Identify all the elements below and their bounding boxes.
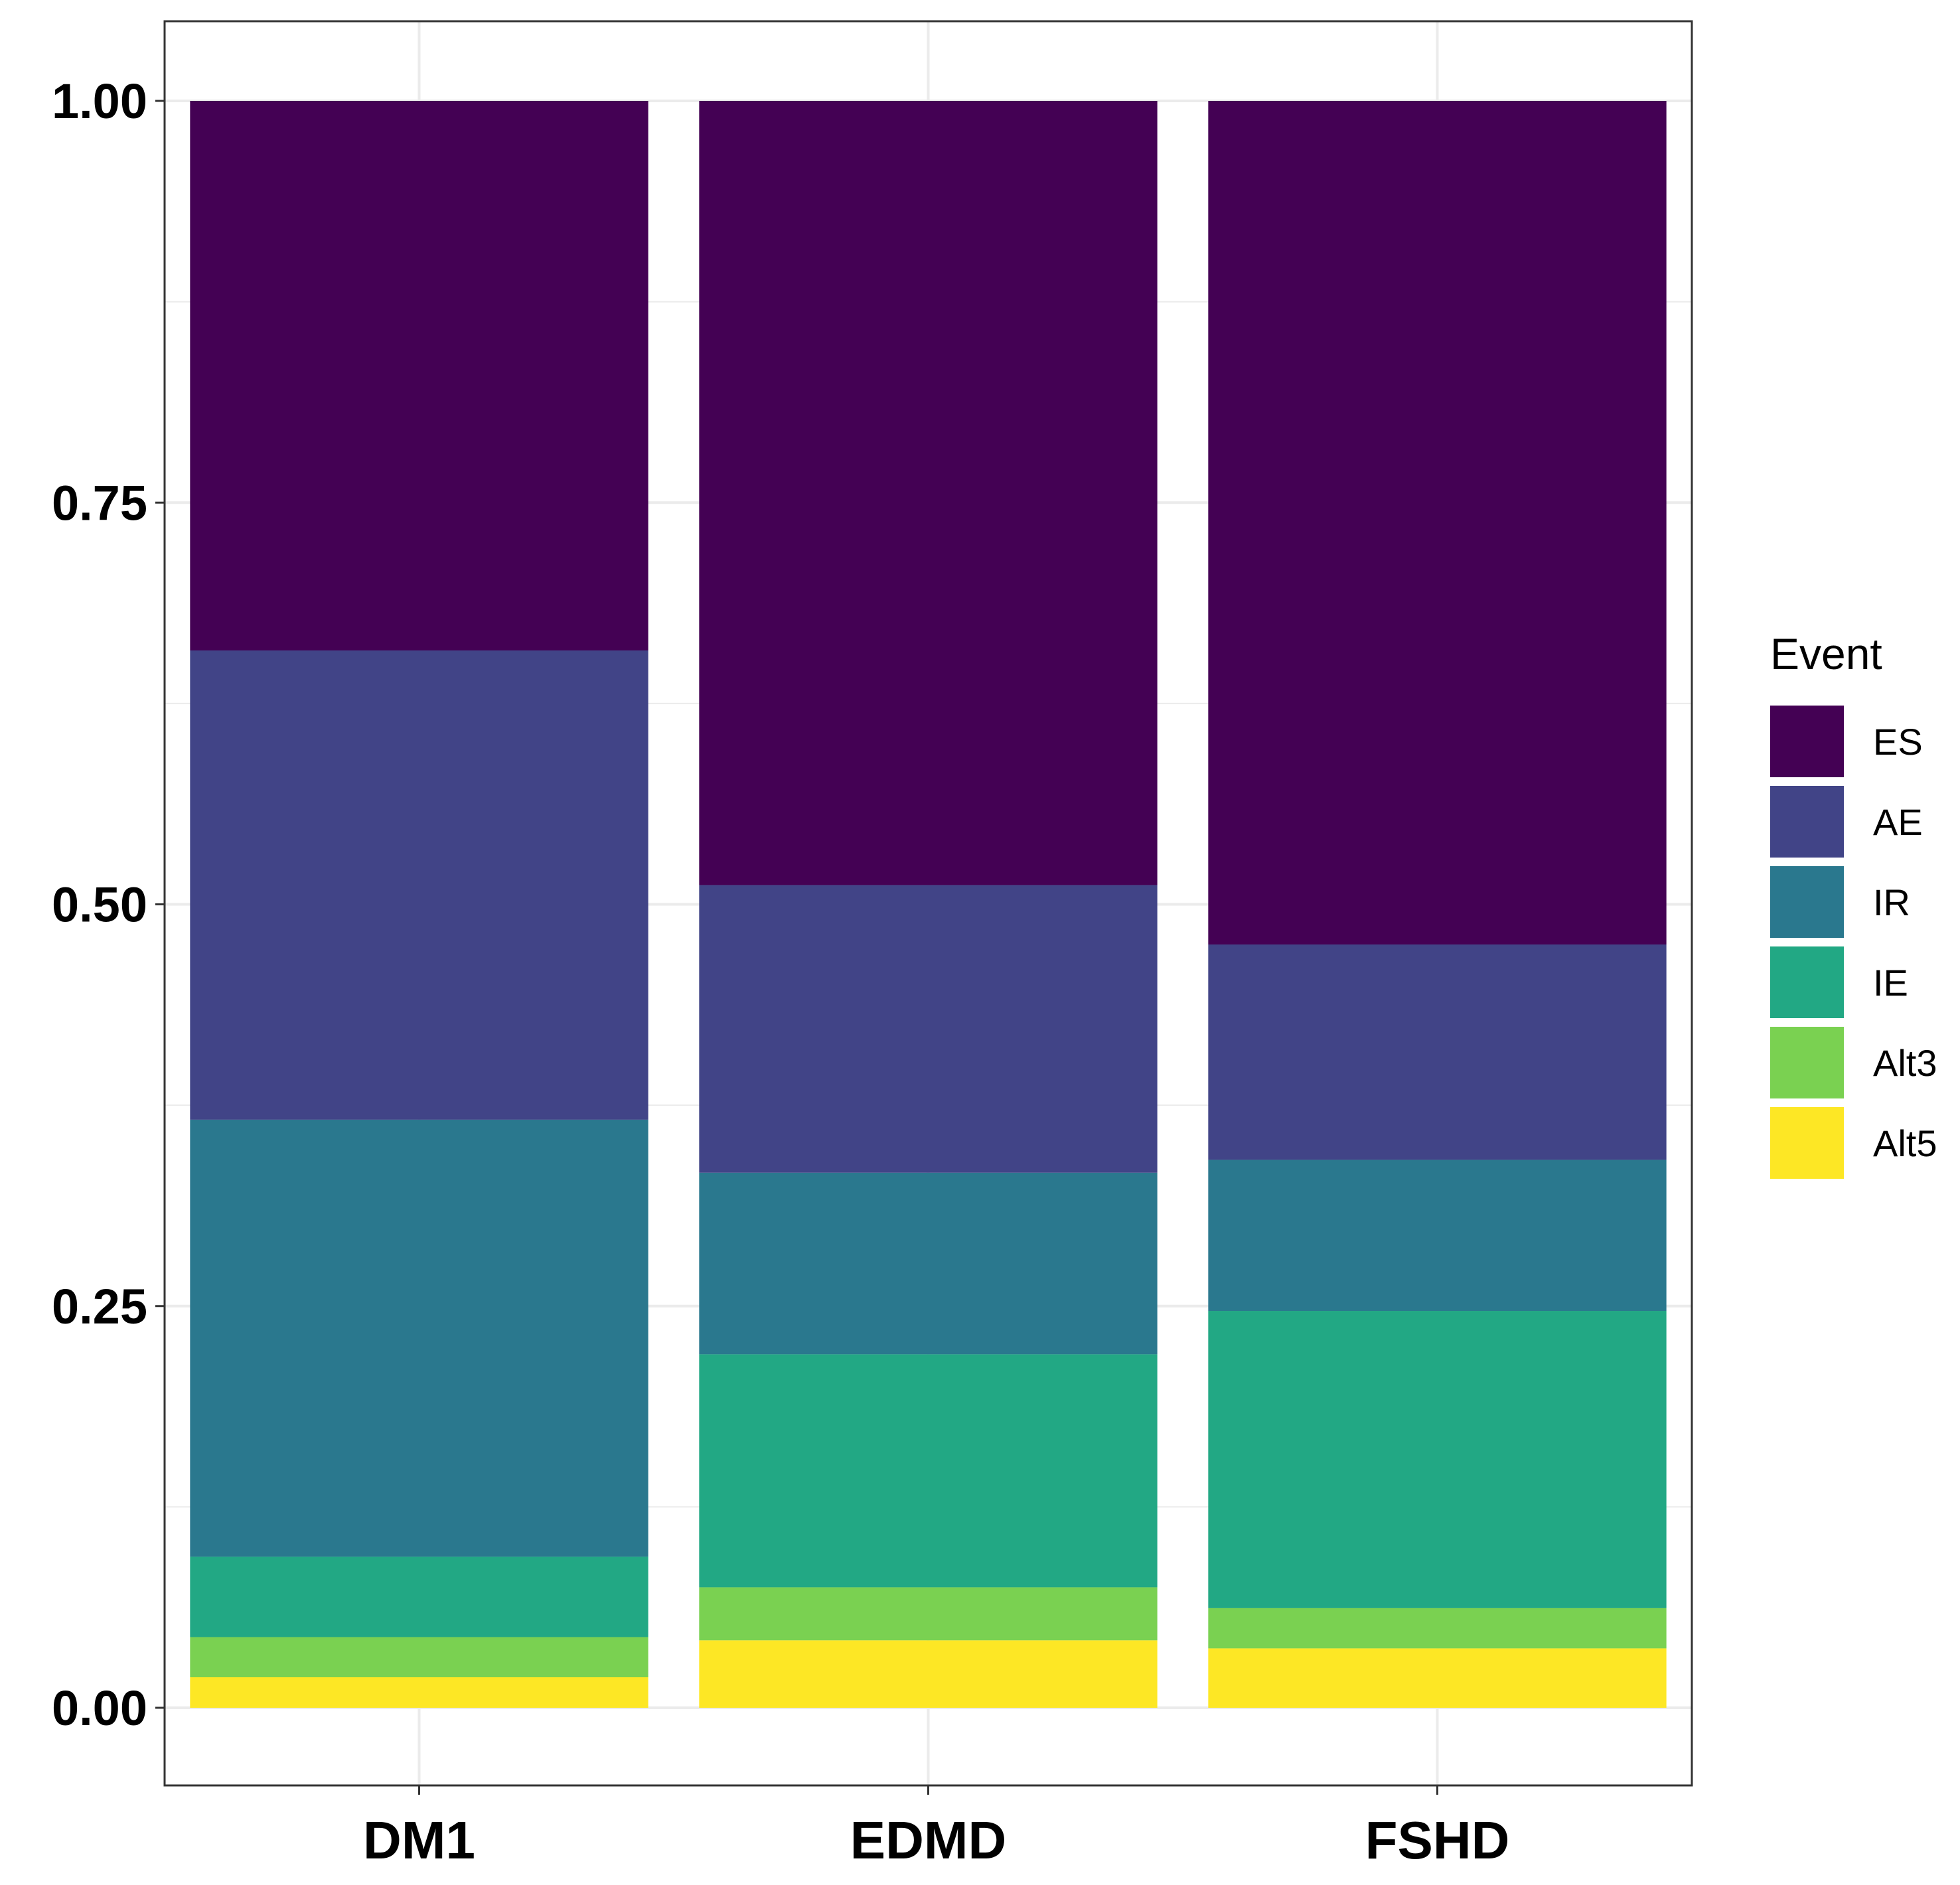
x-tick-label: DM1 [363,1811,475,1870]
y-tick-label: 0.50 [52,877,147,933]
legend-key-alt5 [1770,1107,1844,1179]
x-axis: DM1 EDMD FSHD [363,1785,1509,1870]
bar-segment-ie-fshd [1208,1311,1667,1608]
legend-label: IE [1873,962,1908,1004]
bar-segment-ae-edmd [699,885,1158,1173]
legend-items: ES AE IR IE Alt3 Alt5 [1770,706,1937,1179]
legend-key-ir [1770,866,1844,938]
legend-item-ae: AE [1770,786,1923,858]
legend-key-ae [1770,786,1844,858]
legend-label: ES [1873,721,1923,763]
legend: Event ES AE IR IE Alt3 Alt5 [1770,629,1937,1179]
bar-segment-alt5-dm1 [190,1677,648,1708]
bar-segment-ir-dm1 [190,1119,648,1557]
legend-item-ie: IE [1770,946,1908,1018]
legend-label: IR [1873,881,1910,923]
y-tick-label: 1.00 [52,74,147,129]
legend-label: Alt3 [1873,1042,1937,1084]
legend-key-alt3 [1770,1027,1844,1098]
legend-key-es [1770,706,1844,777]
y-tick-label: 0.25 [52,1279,147,1334]
bar-segment-es-dm1 [190,101,648,650]
x-tick-label: FSHD [1365,1811,1510,1870]
bar-segment-alt3-dm1 [190,1637,648,1678]
bar-segment-ie-edmd [699,1354,1158,1588]
legend-item-alt5: Alt5 [1770,1107,1937,1179]
bar-stack-dm1 [190,101,648,1708]
y-axis: 0.00 0.25 0.50 0.75 1.00 [52,74,165,1736]
bar-segment-alt5-edmd [699,1640,1158,1708]
bar-segment-es-fshd [1208,101,1667,945]
bar-segment-es-edmd [699,101,1158,885]
bar-segment-ir-edmd [699,1172,1158,1355]
bar-stacks [190,101,1667,1708]
bar-segment-alt3-edmd [699,1587,1158,1641]
bar-segment-ir-fshd [1208,1160,1667,1312]
legend-item-alt3: Alt3 [1770,1027,1937,1098]
y-tick-label: 0.75 [52,475,147,530]
bar-segment-ie-dm1 [190,1556,648,1637]
legend-key-ie [1770,946,1844,1018]
legend-label: Alt5 [1873,1122,1937,1164]
legend-item-es: ES [1770,706,1923,777]
y-tick-label: 0.00 [52,1681,147,1736]
bar-stack-edmd [699,101,1158,1708]
bar-stack-fshd [1208,101,1667,1708]
bar-segment-ae-dm1 [190,650,648,1120]
legend-title: Event [1770,629,1882,678]
bar-segment-alt3-fshd [1208,1608,1667,1649]
bar-segment-alt5-fshd [1208,1648,1667,1708]
x-tick-label: EDMD [850,1811,1007,1870]
legend-item-ir: IR [1770,866,1910,938]
legend-label: AE [1873,801,1923,843]
bar-segment-ae-fshd [1208,944,1667,1160]
